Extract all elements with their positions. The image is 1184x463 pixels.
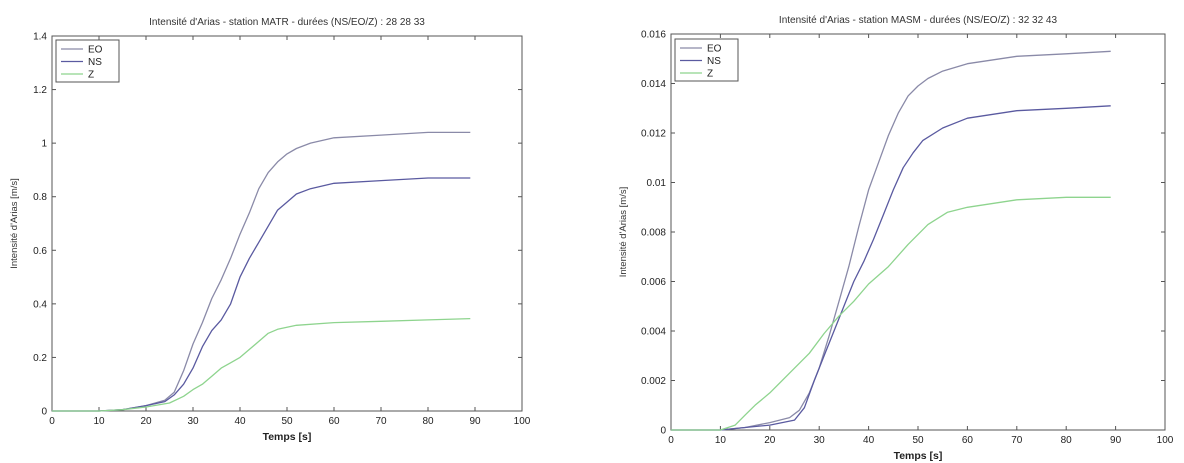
legend-label-z: Z <box>88 70 94 81</box>
x-tick-label: 40 <box>863 435 875 446</box>
y-tick-label: 0.4 <box>33 299 47 310</box>
x-tick-label: 20 <box>140 416 152 427</box>
y-tick-label: 0.6 <box>33 246 47 257</box>
y-tick-label: 1 <box>41 139 47 150</box>
x-tick-label: 20 <box>764 435 776 446</box>
x-tick-label: 100 <box>1157 435 1174 446</box>
y-tick-label: 0.002 <box>641 376 666 387</box>
x-tick-label: 80 <box>1061 435 1073 446</box>
chart-title: Intensité d'Arias - station MATR - durée… <box>149 17 425 28</box>
plot-frame <box>51 35 523 412</box>
x-tick-label: 0 <box>668 435 674 446</box>
y-tick-label: 0.012 <box>641 129 666 140</box>
x-tick-label: 70 <box>375 416 387 427</box>
series-line-z <box>671 196 1111 431</box>
x-tick-label: 30 <box>187 416 199 427</box>
y-tick-label: 0.008 <box>641 228 666 239</box>
chart-1: Intensité d'Arias - station MATR - durée… <box>9 17 531 443</box>
y-axis-ticks: 0 0.2 0.4 0.6 0.8 1 1.2 1.4 <box>33 32 522 418</box>
x-tick-label: 70 <box>1011 435 1023 446</box>
y-tick-label: 0.8 <box>33 192 47 203</box>
x-tick-label: 0 <box>49 416 55 427</box>
y-tick-label: 1.4 <box>33 32 47 43</box>
x-axis-ticks: 0 10 20 30 40 50 60 70 80 90 100 <box>49 36 531 427</box>
x-tick-label: 90 <box>1110 435 1122 446</box>
x-tick-label: 30 <box>814 435 826 446</box>
y-axis-label: Intensité d'Arias [m/s] <box>618 187 629 278</box>
legend-label-ns: NS <box>88 57 102 68</box>
y-tick-label: 1.2 <box>33 85 47 96</box>
y-tick-label: 0 <box>660 426 666 437</box>
series-lines <box>671 50 1111 431</box>
series-line-eo <box>52 131 471 412</box>
y-tick-label: 0.006 <box>641 277 666 288</box>
x-tick-label: 50 <box>281 416 293 427</box>
y-axis-ticks: 0 0.002 0.004 0.006 0.008 0.01 0.012 0.014 0.016 <box>641 30 1165 437</box>
chart-title: Intensité d'Arias - station MASM - durée… <box>779 15 1058 26</box>
x-tick-label: 60 <box>328 416 340 427</box>
legend-label-eo: EO <box>707 44 722 55</box>
x-axis-label: Temps [s] <box>263 431 312 443</box>
chart-2: Intensité d'Arias - station MASM - durée… <box>618 15 1174 462</box>
x-tick-label: 80 <box>422 416 434 427</box>
x-tick-label: 100 <box>514 416 531 427</box>
legend-label-eo: EO <box>88 45 103 56</box>
y-axis-label: Intensité d'Arias [m/s] <box>9 178 20 269</box>
legend-label-ns: NS <box>707 56 721 67</box>
series-line-z <box>52 317 471 412</box>
series-lines <box>52 131 471 412</box>
y-tick-label: 0.016 <box>641 30 666 41</box>
x-axis-ticks: 0 10 20 30 40 50 60 70 80 90 100 <box>668 34 1174 446</box>
x-axis-label: Temps [s] <box>894 450 943 462</box>
y-tick-label: 0.014 <box>641 79 666 90</box>
y-tick-label: 0 <box>41 407 47 418</box>
x-tick-label: 50 <box>912 435 924 446</box>
x-tick-label: 90 <box>469 416 481 427</box>
x-tick-label: 60 <box>962 435 974 446</box>
x-tick-label: 10 <box>93 416 105 427</box>
plot-frame <box>670 33 1166 431</box>
series-line-eo <box>671 50 1111 431</box>
y-tick-label: 0.2 <box>33 353 47 364</box>
y-tick-label: 0.004 <box>641 327 666 338</box>
series-line-ns <box>671 105 1111 431</box>
legend-label-z: Z <box>707 69 713 80</box>
x-tick-label: 10 <box>715 435 727 446</box>
series-line-ns <box>52 177 471 412</box>
y-tick-label: 0.01 <box>647 178 667 189</box>
x-tick-label: 40 <box>234 416 246 427</box>
